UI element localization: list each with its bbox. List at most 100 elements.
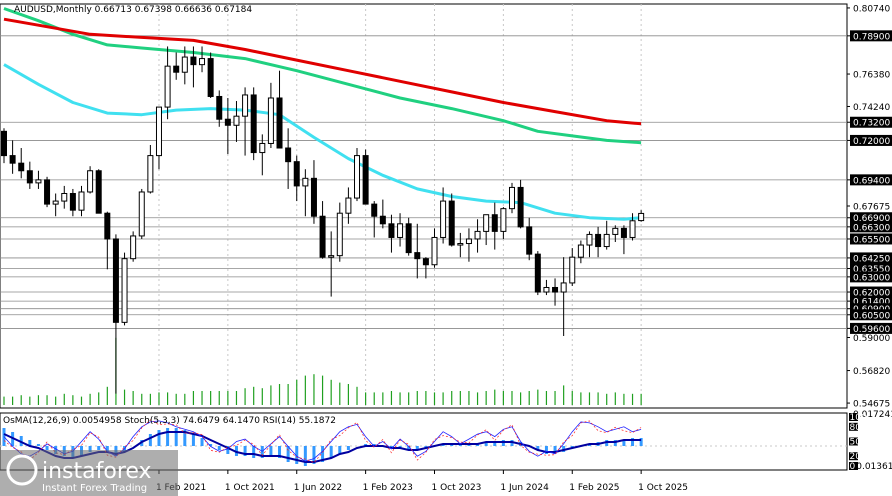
- candle-body-33: [285, 147, 292, 163]
- candle-body-65: [560, 282, 567, 293]
- candle-body-51: [440, 200, 447, 238]
- candle-body-25: [216, 95, 223, 120]
- price-tick-label-11: 0.64250: [853, 254, 890, 264]
- osc-tick-box-4: [849, 462, 858, 470]
- candle-body-6: [52, 200, 59, 205]
- time-tick-label-0: 1 Feb 2021: [156, 483, 206, 493]
- ma-cyan-line: [3, 63, 642, 221]
- candle-body-11: [95, 170, 102, 214]
- candle-body-71: [612, 227, 619, 235]
- candle-body-16: [138, 191, 145, 237]
- candle-body-23: [199, 58, 206, 66]
- oscillator-header: OsMA(12,26,9) 0.0054958 Stoch(5,3,3) 74.…: [3, 416, 336, 426]
- candle-body-4: [35, 179, 42, 184]
- osc-tick-label-0: 100: [850, 413, 867, 423]
- candle-body-67: [577, 244, 584, 258]
- candle-body-57: [491, 214, 498, 232]
- candle-body-40: [345, 197, 352, 214]
- price-tick-label-10: 0.65500: [853, 235, 890, 245]
- candle-body-47: [405, 223, 412, 254]
- candle-body-37: [319, 215, 326, 258]
- candle-body-66: [569, 256, 576, 284]
- price-label-box-18: [850, 322, 892, 334]
- candle-body-36: [310, 177, 317, 217]
- candle-body-2: [18, 162, 25, 172]
- time-tick-label-6: 1 Feb 2025: [569, 483, 619, 493]
- candle-body-24: [207, 58, 214, 97]
- candle-body-32: [276, 97, 283, 149]
- candle-body-18: [155, 106, 162, 157]
- price-tick-label-19: 0.59000: [853, 334, 890, 344]
- stoch-signal-line: [3, 419, 642, 464]
- osc-tick-label-1: 80: [850, 423, 862, 433]
- candle-body-38: [328, 255, 335, 258]
- price-tick-label-13: 0.63000: [853, 273, 890, 283]
- price-tick-label-3: 0.74240: [853, 103, 890, 113]
- price-tick-label-0: 0.80740: [853, 4, 890, 14]
- ma-green-line: [3, 7, 642, 145]
- price-tick-label-1: 0.78900: [853, 32, 890, 42]
- watermark-tagline: Instant Forex Trading: [42, 483, 147, 494]
- price-label-box-17: [850, 309, 892, 321]
- candle-body-3: [26, 170, 33, 184]
- price-label-box-8: [850, 212, 892, 224]
- candle-body-14: [121, 258, 128, 323]
- osc-tick-label-2: 50: [850, 438, 862, 448]
- candle-body-49: [422, 258, 429, 266]
- candle-body-61: [526, 226, 533, 255]
- candle-body-17: [147, 155, 154, 193]
- price-axis: 0.80740 0.78900 0.76380 0.74240 0.73200 0.720…: [847, 4, 892, 410]
- osc-tick-box-2: [849, 437, 858, 446]
- candle-body-46: [397, 223, 404, 238]
- candle-body-34: [293, 161, 300, 187]
- watermark: instaforex Instant Forex Trading: [0, 450, 178, 496]
- candle-body-21: [181, 56, 188, 73]
- moving-averages: [3, 7, 642, 221]
- candle-body-60: [517, 186, 524, 228]
- candle-body-15: [130, 235, 137, 260]
- oscillator-scale-top: 0.017241: [853, 410, 892, 420]
- candle-body-12: [104, 212, 111, 240]
- candle-body-50: [431, 236, 438, 266]
- watermark-brand: instaforex: [42, 459, 152, 484]
- candle-body-42: [362, 155, 369, 205]
- candle-body-70: [603, 233, 610, 248]
- price-label-box-15: [850, 295, 892, 307]
- candle-body-43: [371, 203, 378, 217]
- price-tick-label-9: 0.66300: [853, 223, 890, 233]
- candle-body-20: [173, 65, 180, 73]
- candle-body-68: [586, 233, 593, 246]
- candle-body-73: [629, 220, 636, 238]
- candle-body-69: [595, 233, 602, 248]
- candle-body-44: [379, 215, 386, 225]
- candle-body-0: [1, 130, 7, 157]
- price-label-box-9: [850, 221, 892, 233]
- price-tick-label-12: 0.63550: [853, 265, 890, 275]
- candle-body-63: [543, 286, 550, 293]
- candle-body-41: [354, 155, 361, 199]
- candle-body-53: [457, 243, 464, 246]
- candle-body-26: [224, 118, 231, 126]
- price-tick-label-5: 0.72000: [853, 137, 890, 147]
- candle-body-19: [164, 65, 171, 108]
- candle-body-5: [44, 179, 51, 205]
- time-tick-label-3: 1 Feb 2023: [363, 483, 413, 493]
- time-tick-label-5: 1 Jun 2024: [500, 483, 549, 493]
- candle-body-1: [9, 155, 16, 164]
- candle-body-22: [190, 56, 197, 66]
- candle-body-72: [620, 227, 627, 238]
- price-tick-label-21: 0.54675: [853, 400, 890, 410]
- candle-body-52: [448, 200, 455, 246]
- osc-tick-box-0: [849, 413, 858, 421]
- price-tick-label-17: 0.60500: [853, 311, 890, 321]
- candle-body-27: [233, 115, 240, 126]
- time-tick-label-7: 1 Oct 2025: [638, 483, 688, 493]
- osc-tick-label-3: 20: [850, 452, 862, 462]
- price-tick-label-8: 0.66900: [853, 214, 890, 224]
- candle-body-7: [61, 192, 68, 202]
- price-label-box-1: [850, 30, 892, 42]
- price-label-box-16: [850, 303, 892, 315]
- price-tick-label-20: 0.56820: [853, 367, 890, 377]
- osc-tick-box-1: [849, 422, 858, 431]
